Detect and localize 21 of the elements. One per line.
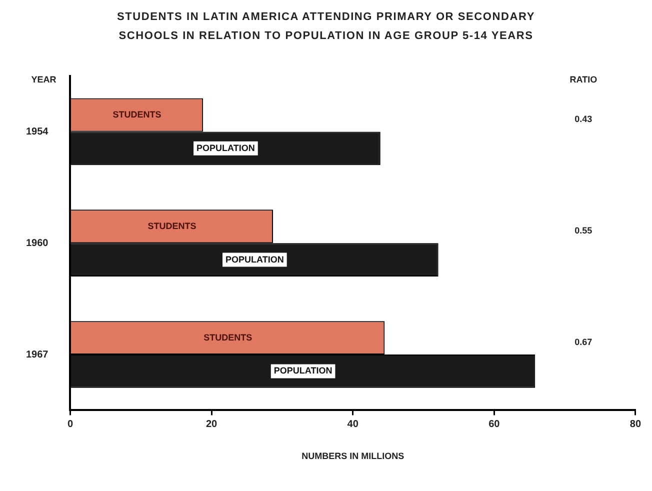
x-tick-label: 60	[488, 418, 500, 430]
annotation: 0.43	[574, 114, 592, 124]
annotation: 0.55	[574, 226, 592, 236]
text: STUDENTS	[148, 220, 196, 231]
chart-title: STUDENTS IN LATIN AMERICA ATTENDING PRIMARY OR SECONDARY SCHOOLS IN RELATION TO POPULATION IN AGE GROUP 5-14 YEARS	[116, 10, 536, 44]
x-tick-label: 80	[630, 418, 642, 430]
series-label: STUDENTS	[112, 109, 162, 120]
y-tick-label: 1954	[26, 126, 49, 138]
series-label: POPULATION	[225, 254, 284, 264]
y-axis-title: YEAR	[31, 74, 57, 84]
y-tick-label: 1960	[26, 238, 49, 249]
annotation: RATIO	[570, 74, 598, 84]
x-tick-label: 40	[347, 418, 359, 430]
x-tick-label: 0	[67, 418, 74, 430]
x-axis-title: NUMBERS IN MILLIONS	[302, 451, 404, 462]
x-tick-label: 20	[206, 418, 218, 430]
text: STUDENTS	[204, 332, 252, 342]
text: POPULATION	[196, 142, 255, 153]
text: POPULATION	[274, 366, 332, 376]
y-tick-label: 1967	[26, 349, 49, 360]
annotation: 0.67	[574, 336, 592, 347]
